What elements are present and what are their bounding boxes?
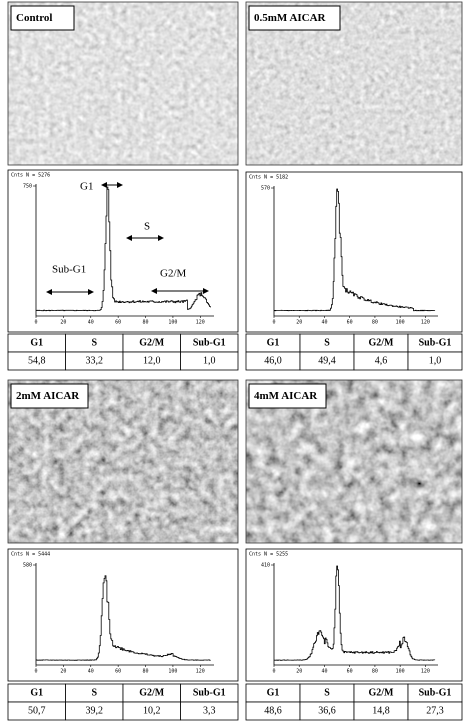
x-tick-label: 80 [372, 320, 378, 326]
table-value: 3,3 [203, 705, 216, 716]
x-tick-label: 60 [115, 669, 121, 675]
table-header: S [91, 337, 97, 348]
histogram-header: Cnts N = 5182 [249, 175, 288, 181]
y-max-label: 570 [261, 186, 270, 192]
table-value: 48,6 [264, 705, 282, 716]
table-header: G2/M [139, 337, 165, 348]
x-tick-label: 40 [88, 320, 94, 326]
x-tick-label: 20 [296, 320, 302, 326]
y-max-label: 750 [23, 184, 32, 190]
figure: Control Cnts N = 5276 750 0 20 40 60 80 100 120 G1… [0, 0, 464, 723]
table-value: 27,3 [426, 705, 444, 716]
histogram-header: Cnts N = 5276 [11, 173, 50, 179]
x-tick-label: 120 [196, 669, 205, 675]
phase-annotation: G2/M [160, 268, 187, 280]
table-header: S [324, 337, 330, 348]
histogram-header: Cnts N = 5255 [249, 552, 288, 558]
x-tick-label: 40 [321, 669, 327, 675]
table-value: 36,6 [318, 705, 336, 716]
x-tick-label: 100 [396, 669, 405, 675]
table-value: 1,0 [203, 355, 216, 366]
table-header: S [91, 687, 97, 698]
table-value: 1,0 [429, 355, 442, 366]
x-tick-label: 20 [60, 669, 66, 675]
table-value: 50,7 [28, 705, 46, 716]
histogram-header: Cnts N = 5444 [11, 552, 50, 558]
table-value: 14,8 [372, 705, 390, 716]
table-header: G2/M [139, 687, 165, 698]
panel-label: Control [16, 12, 52, 24]
table-header: Sub-G1 [419, 687, 452, 698]
table-value: 46,0 [264, 355, 282, 366]
phase-annotation: G1 [80, 181, 93, 193]
table-header: G2/M [369, 687, 395, 698]
table-value: 10,2 [143, 705, 161, 716]
table-header: G1 [30, 687, 43, 698]
table-value: 54,8 [28, 355, 46, 366]
table-value: 49,4 [318, 355, 336, 366]
table-value: 33,2 [86, 355, 104, 366]
histogram-frame [246, 549, 462, 681]
histogram-frame [8, 549, 238, 681]
x-tick-label: 0 [34, 320, 37, 326]
table-value: 39,2 [86, 705, 104, 716]
x-tick-label: 20 [60, 320, 66, 326]
x-tick-label: 0 [272, 669, 275, 675]
x-tick-label: 40 [88, 669, 94, 675]
y-max-label: 410 [261, 563, 270, 569]
phase-annotation: Sub-G1 [52, 264, 86, 276]
y-max-label: 580 [23, 563, 32, 569]
x-tick-label: 120 [196, 320, 205, 326]
histogram-frame [8, 170, 238, 332]
phase-annotation: S [144, 221, 150, 233]
table-header: S [324, 687, 330, 698]
x-tick-label: 80 [372, 669, 378, 675]
x-tick-label: 60 [115, 320, 121, 326]
x-tick-label: 80 [143, 320, 149, 326]
x-tick-label: 120 [421, 320, 430, 326]
x-tick-label: 80 [143, 669, 149, 675]
x-tick-label: 100 [396, 320, 405, 326]
table-header: G1 [30, 337, 43, 348]
x-tick-label: 0 [272, 320, 275, 326]
table-value: 4,6 [375, 355, 388, 366]
x-tick-label: 100 [168, 669, 177, 675]
table-header: Sub-G1 [193, 687, 226, 698]
x-tick-label: 60 [347, 669, 353, 675]
x-tick-label: 40 [321, 320, 327, 326]
table-header: G1 [267, 337, 280, 348]
x-tick-label: 100 [168, 320, 177, 326]
x-tick-label: 20 [296, 669, 302, 675]
x-tick-label: 120 [421, 669, 430, 675]
table-header: Sub-G1 [193, 337, 226, 348]
table-value: 12,0 [143, 355, 161, 366]
panel-label: 2mM AICAR [16, 390, 80, 402]
x-tick-label: 0 [34, 669, 37, 675]
panel-label: 4mM AICAR [254, 390, 318, 402]
table-header: Sub-G1 [419, 337, 452, 348]
table-header: G1 [267, 687, 280, 698]
histogram-frame [246, 172, 462, 332]
x-tick-label: 60 [347, 320, 353, 326]
panel-label: 0.5mM AICAR [254, 12, 327, 24]
table-header: G2/M [369, 337, 395, 348]
